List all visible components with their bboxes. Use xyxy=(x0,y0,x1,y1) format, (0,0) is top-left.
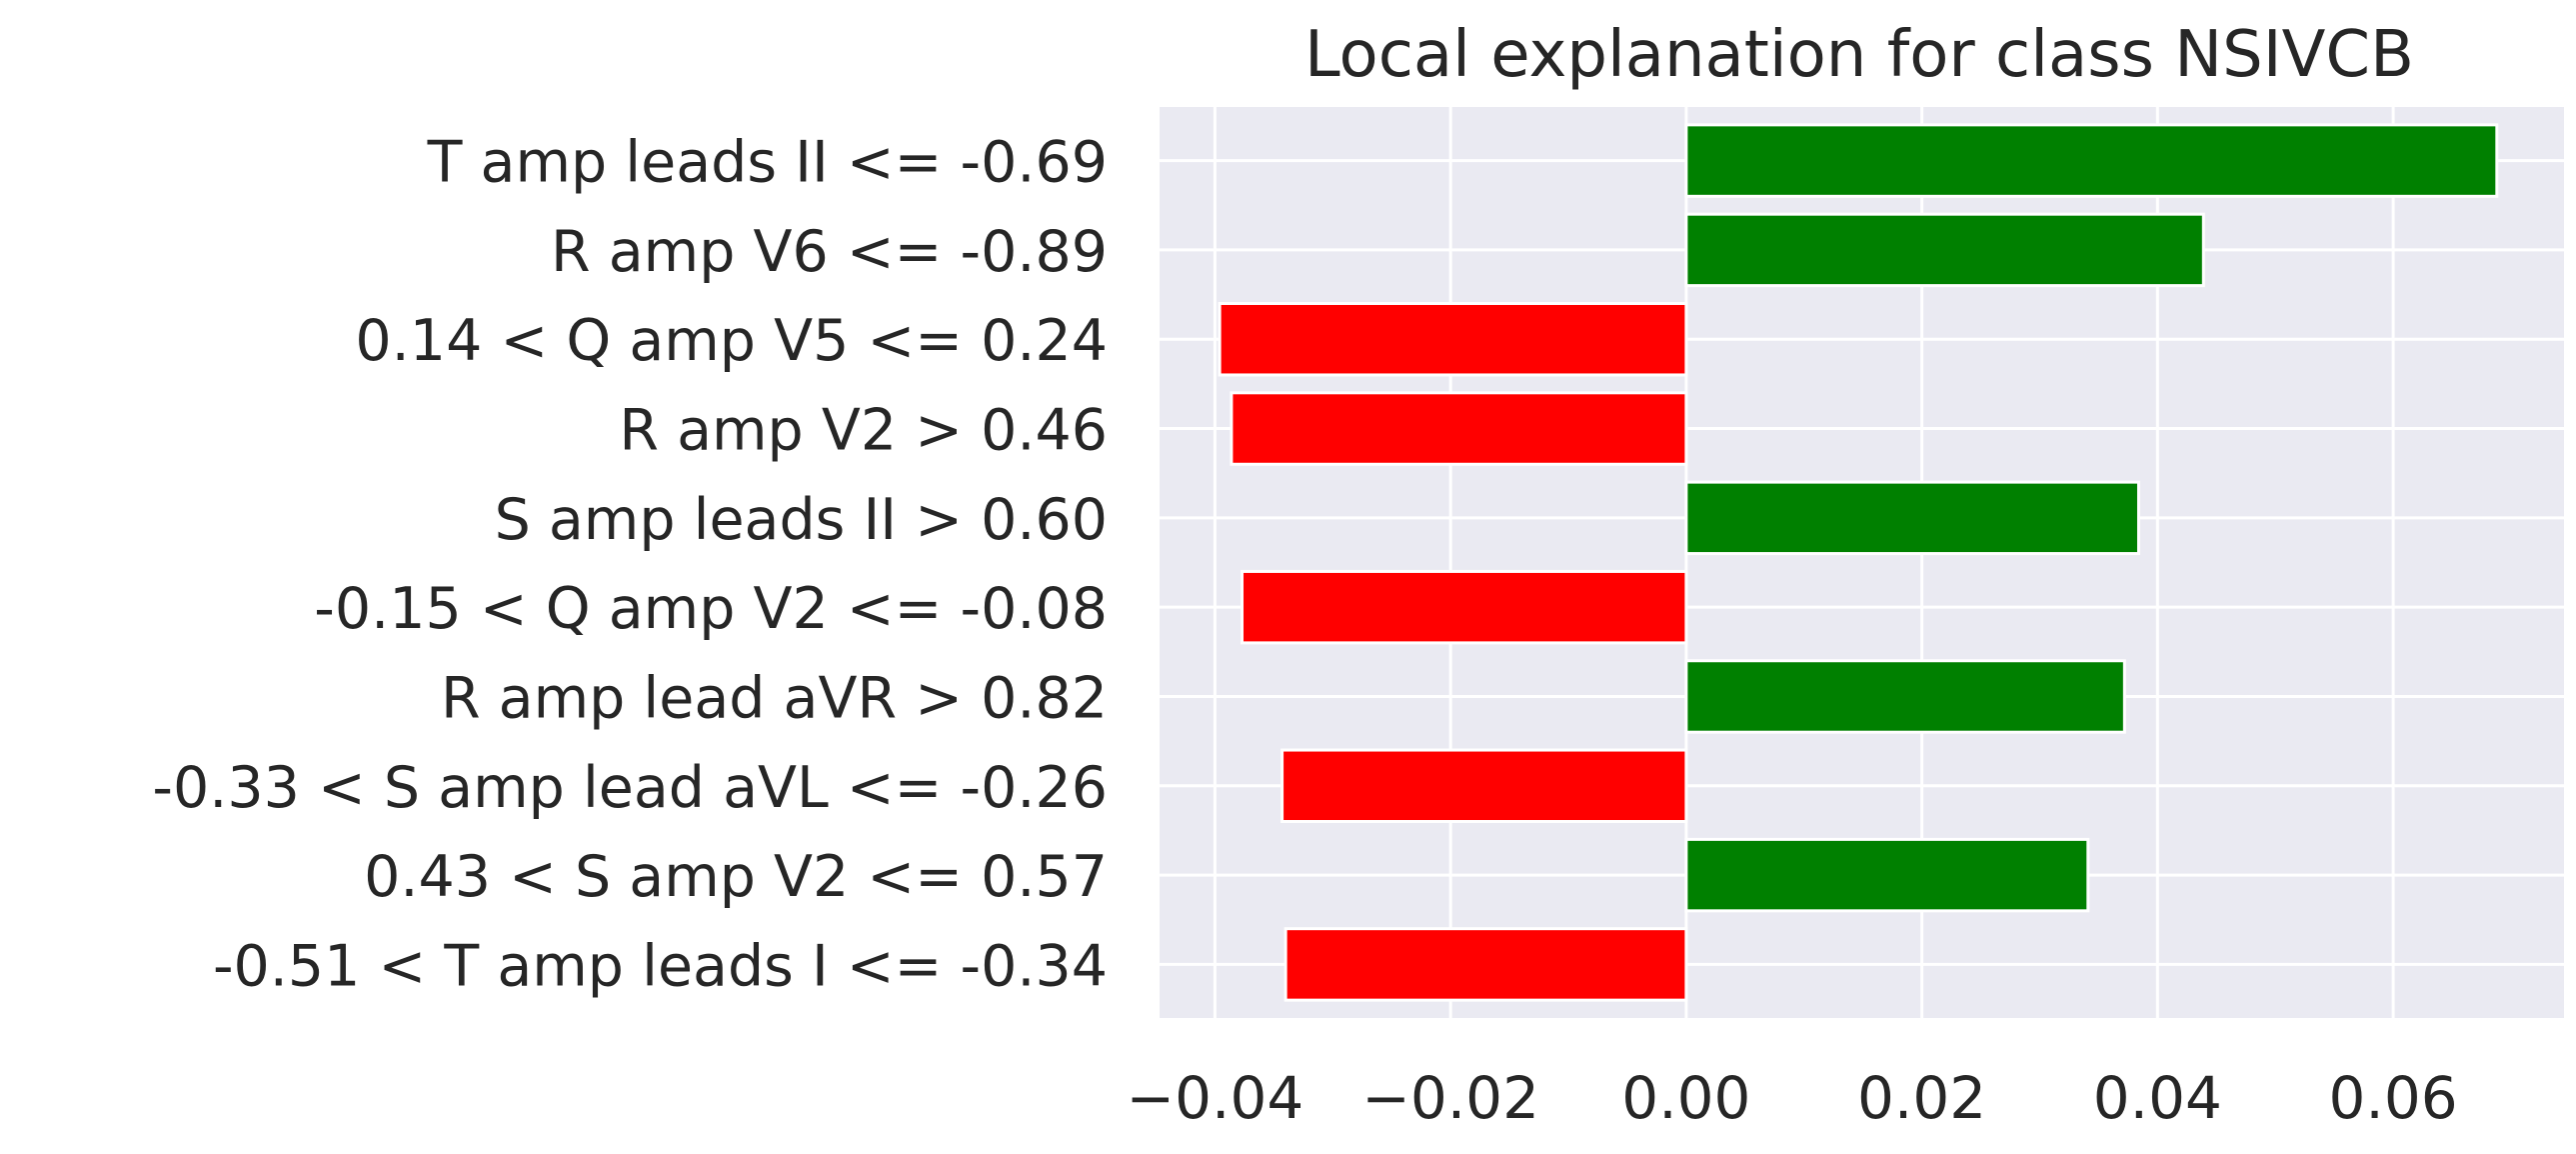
y-tick-label: -0.15 < Q amp V2 <= -0.08 xyxy=(314,576,1108,642)
x-tick-label: −0.02 xyxy=(1361,1064,1539,1132)
bar-negative xyxy=(1218,301,1688,377)
y-tick-label: T amp leads II <= -0.69 xyxy=(427,130,1108,196)
bar-negative xyxy=(1230,391,1688,466)
y-tick-label: R amp V6 <= -0.89 xyxy=(551,219,1108,285)
bars xyxy=(1218,123,2499,1002)
x-tick-labels: −0.04 −0.02 0.00 0.02 0.04 0.06 xyxy=(1127,1064,2458,1132)
bar-negative xyxy=(1241,569,1688,645)
bar-positive xyxy=(1684,212,2205,288)
y-tick-label: R amp lead aVR > 0.82 xyxy=(441,665,1108,731)
x-tick-label: 0.02 xyxy=(1857,1064,1986,1132)
bar-negative xyxy=(1281,748,1688,824)
y-tick-label: -0.33 < S amp lead aVL <= -0.26 xyxy=(152,755,1108,821)
bar-negative xyxy=(1284,927,1688,1002)
bar-positive xyxy=(1684,123,2499,198)
x-tick-label: 0.00 xyxy=(1621,1064,1750,1132)
y-tick-label: 0.14 < Q amp V5 <= 0.24 xyxy=(355,308,1108,374)
y-tick-labels: T amp leads II <= -0.69 R amp V6 <= -0.89… xyxy=(152,130,1108,1000)
y-tick-label: -0.51 < T amp leads I <= -0.34 xyxy=(213,933,1108,999)
bar-positive xyxy=(1684,837,2090,913)
y-tick-label: R amp V2 > 0.46 xyxy=(619,398,1108,464)
chart-title: Local explanation for class NSIVCB xyxy=(1304,18,2414,92)
x-tick-label: 0.06 xyxy=(2329,1064,2458,1132)
bar-positive xyxy=(1684,659,2126,734)
y-tick-label: S amp leads II > 0.60 xyxy=(495,487,1108,553)
y-tick-label: 0.43 < S amp V2 <= 0.57 xyxy=(364,844,1108,910)
bar-positive xyxy=(1684,480,2140,556)
x-tick-label: −0.04 xyxy=(1127,1064,1304,1132)
x-tick-label: 0.04 xyxy=(2093,1064,2222,1132)
